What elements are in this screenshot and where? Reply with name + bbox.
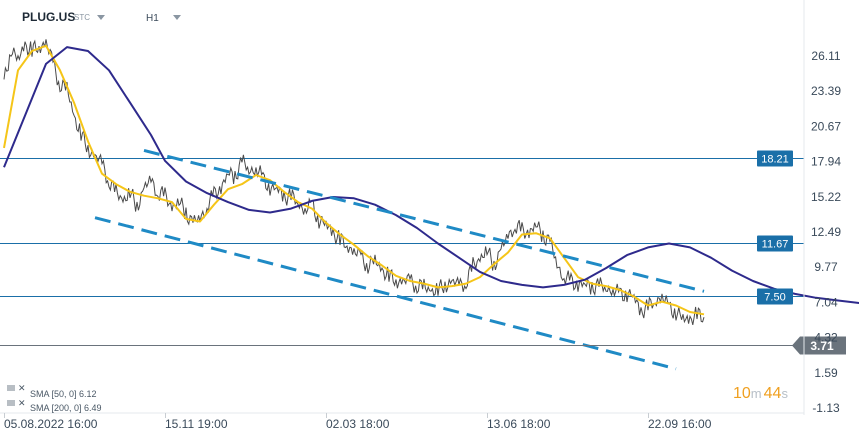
sma50-remove-icon[interactable]: ✕: [18, 383, 26, 393]
level-label-18.21: 18.21: [761, 154, 789, 166]
current-price-label: 3.71: [810, 339, 834, 353]
y-tick-label: 23.39: [811, 84, 841, 98]
sma50-settings-icon[interactable]: [7, 385, 15, 391]
sma-lines: [3, 44, 859, 316]
symbol-suffix: STC: [74, 13, 90, 22]
timeframe-dropdown-icon[interactable]: [173, 15, 181, 20]
timer-seconds: 44: [764, 385, 782, 402]
x-axis-ticks: 05.08.2022 16:00 15.11 19:00 02.03 18:00 13…: [4, 413, 712, 431]
channel-upper-line[interactable]: [143, 149, 705, 293]
sma200-legend[interactable]: ✕ SMA [200, 0] 6.49: [7, 398, 102, 413]
sma200-settings-icon[interactable]: [7, 400, 15, 406]
x-tick-label: 05.08.2022 16:00: [4, 417, 98, 431]
y-tick-label: 17.94: [811, 155, 841, 169]
y-tick-label: 4.32: [814, 331, 838, 345]
x-tick-label: 22.09 16:00: [648, 417, 712, 431]
symbol-label[interactable]: PLUG.US: [22, 10, 75, 24]
x-tick-label: 13.06 18:00: [487, 417, 551, 431]
level-label-box-11.67[interactable]: [757, 235, 793, 252]
sma50-line: [3, 44, 705, 316]
level-label-box-7.50[interactable]: [757, 288, 793, 305]
y-tick-label: 12.49: [811, 225, 841, 239]
timer-minutes-unit: m: [751, 386, 762, 401]
current-price-badge: [792, 336, 846, 355]
y-axis-ticks: 26.11 23.39 20.67 17.94 15.22 12.49 9.77 7.04 4.…: [811, 49, 841, 415]
sma200-legend-label: SMA [200, 0] 6.49: [30, 403, 102, 413]
symbol-dropdown-icon[interactable]: [97, 15, 105, 20]
timer-seconds-unit: s: [781, 386, 788, 401]
current-price-line: 3.71: [0, 336, 846, 355]
indicator-legend: ✕ SMA [50, 0] 6.12 ✕ SMA [200, 0] 6.49: [7, 383, 102, 413]
x-tick-label: 15.11 19:00: [165, 417, 228, 431]
channel-lower-line[interactable]: [94, 216, 677, 371]
level-labels: 18.21 11.67 7.50: [757, 150, 793, 305]
y-tick-label: -1.13: [812, 401, 840, 415]
timer-text: 10m 44s: [733, 385, 788, 402]
y-tick-label: 7.04: [814, 295, 838, 309]
y-tick-label: 26.11: [811, 49, 840, 63]
y-tick-label: 15.22: [811, 190, 841, 204]
level-label-11.67: 11.67: [762, 239, 789, 251]
y-tick-label: 20.67: [811, 119, 841, 133]
sma200-remove-icon[interactable]: ✕: [18, 398, 26, 408]
y-tick-label: 1.59: [814, 366, 838, 380]
candle-timer: 10m 44s: [733, 385, 788, 402]
trend-channel[interactable]: [94, 149, 705, 371]
sma50-legend[interactable]: ✕ SMA [50, 0] 6.12: [7, 383, 97, 399]
level-label-7.50: 7.50: [764, 292, 785, 304]
sma200-line: [3, 46, 859, 305]
timeframe-label[interactable]: H1: [146, 13, 159, 24]
chart-header: PLUG.US STC H1: [22, 10, 181, 24]
x-tick-label: 02.03 18:00: [326, 417, 390, 431]
y-tick-label: 9.77: [814, 260, 838, 274]
timer-minutes: 10: [733, 385, 751, 402]
sma50-legend-label: SMA [50, 0] 6.12: [30, 389, 97, 399]
level-label-box-18.21[interactable]: [757, 150, 793, 167]
